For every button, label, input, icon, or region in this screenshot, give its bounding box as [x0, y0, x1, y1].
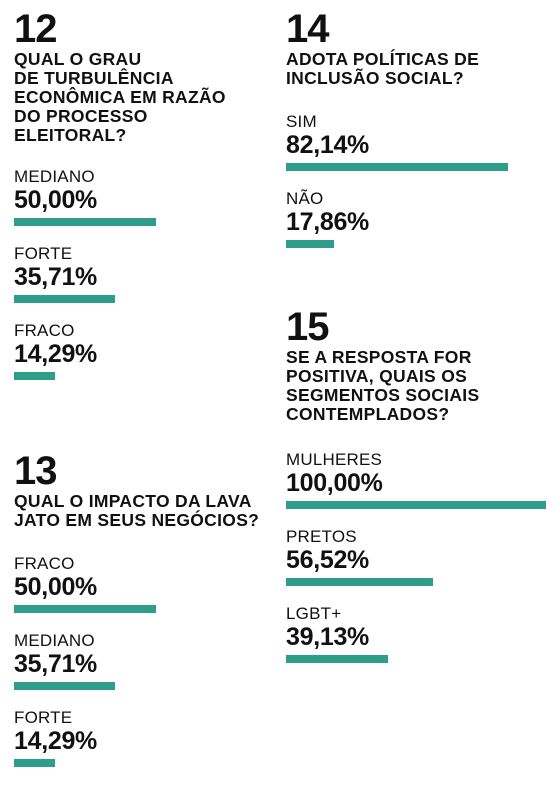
answer-item: MEDIANO 50,00%: [14, 167, 276, 226]
value-label: 50,00%: [14, 573, 97, 601]
value-label: 35,71%: [14, 263, 97, 291]
answer-item: FRACO 14,29%: [14, 321, 276, 380]
answer-item: MEDIANO 35,71%: [14, 631, 284, 690]
value-bar: [14, 372, 55, 380]
value-label: 39,13%: [286, 623, 369, 651]
question-number: 13: [14, 449, 58, 493]
value-bar: [286, 578, 433, 586]
question-title: SE A RESPOSTA FOR POSITIVA, QUAIS OS SEG…: [286, 347, 480, 424]
category-label: FRACO: [14, 554, 75, 573]
category-label: SIM: [286, 112, 317, 131]
value-bar: [14, 295, 115, 303]
value-label: 17,86%: [286, 208, 369, 236]
category-label: MEDIANO: [14, 631, 95, 650]
answer-item: FORTE 14,29%: [14, 708, 284, 767]
question-title: QUAL O IMPACTO DA LAVA JATO EM SEUS NEGÓ…: [14, 491, 260, 530]
answer-item: MULHERES 100,00%: [286, 450, 556, 509]
value-bar: [286, 655, 388, 663]
value-bar: [14, 682, 115, 690]
answer-item: SIM 82,14%: [286, 112, 556, 171]
answer-item: NÃO 17,86%: [286, 189, 556, 248]
category-label: FRACO: [14, 321, 75, 340]
value-bar: [14, 605, 156, 613]
category-label: PRETOS: [286, 527, 357, 546]
category-label: MEDIANO: [14, 167, 95, 186]
question-13-chart: 13 QUAL O IMPACTO DA LAVA JATO EM SEUS NE…: [14, 449, 284, 767]
answer-item: FORTE 35,71%: [14, 244, 276, 303]
value-label: 14,29%: [14, 727, 97, 755]
value-label: 82,14%: [286, 131, 369, 159]
answer-item: PRETOS 56,52%: [286, 527, 556, 586]
value-bar: [14, 218, 156, 226]
question-number: 15: [286, 305, 330, 349]
question-12-chart: 12 QUAL O GRAU DE TURBULÊNCIA ECONÔMICA E…: [14, 7, 276, 380]
category-label: FORTE: [14, 708, 73, 727]
value-bar: [286, 240, 334, 248]
question-number: 12: [14, 7, 58, 51]
value-bar: [14, 759, 55, 767]
value-label: 56,52%: [286, 546, 369, 574]
category-label: NÃO: [286, 189, 324, 208]
value-label: 35,71%: [14, 650, 97, 678]
category-label: LGBT+: [286, 604, 342, 623]
value-label: 100,00%: [286, 469, 383, 497]
category-label: MULHERES: [286, 450, 383, 469]
category-label: FORTE: [14, 244, 73, 263]
question-title: QUAL O GRAU DE TURBULÊNCIA ECONÔMICA EM …: [14, 49, 226, 145]
question-15-chart: 15 SE A RESPOSTA FOR POSITIVA, QUAIS OS S…: [286, 305, 556, 663]
value-bar: [286, 163, 508, 171]
value-bar: [286, 501, 546, 509]
answer-item: LGBT+ 39,13%: [286, 604, 556, 663]
question-title: ADOTA POLÍTICAS DE INCLUSÃO SOCIAL?: [286, 49, 480, 88]
question-number: 14: [286, 7, 330, 51]
value-label: 14,29%: [14, 340, 97, 368]
value-label: 50,00%: [14, 186, 97, 214]
question-14-chart: 14 ADOTA POLÍTICAS DE INCLUSÃO SOCIAL? SIM…: [286, 7, 556, 248]
answer-item: FRACO 50,00%: [14, 554, 284, 613]
